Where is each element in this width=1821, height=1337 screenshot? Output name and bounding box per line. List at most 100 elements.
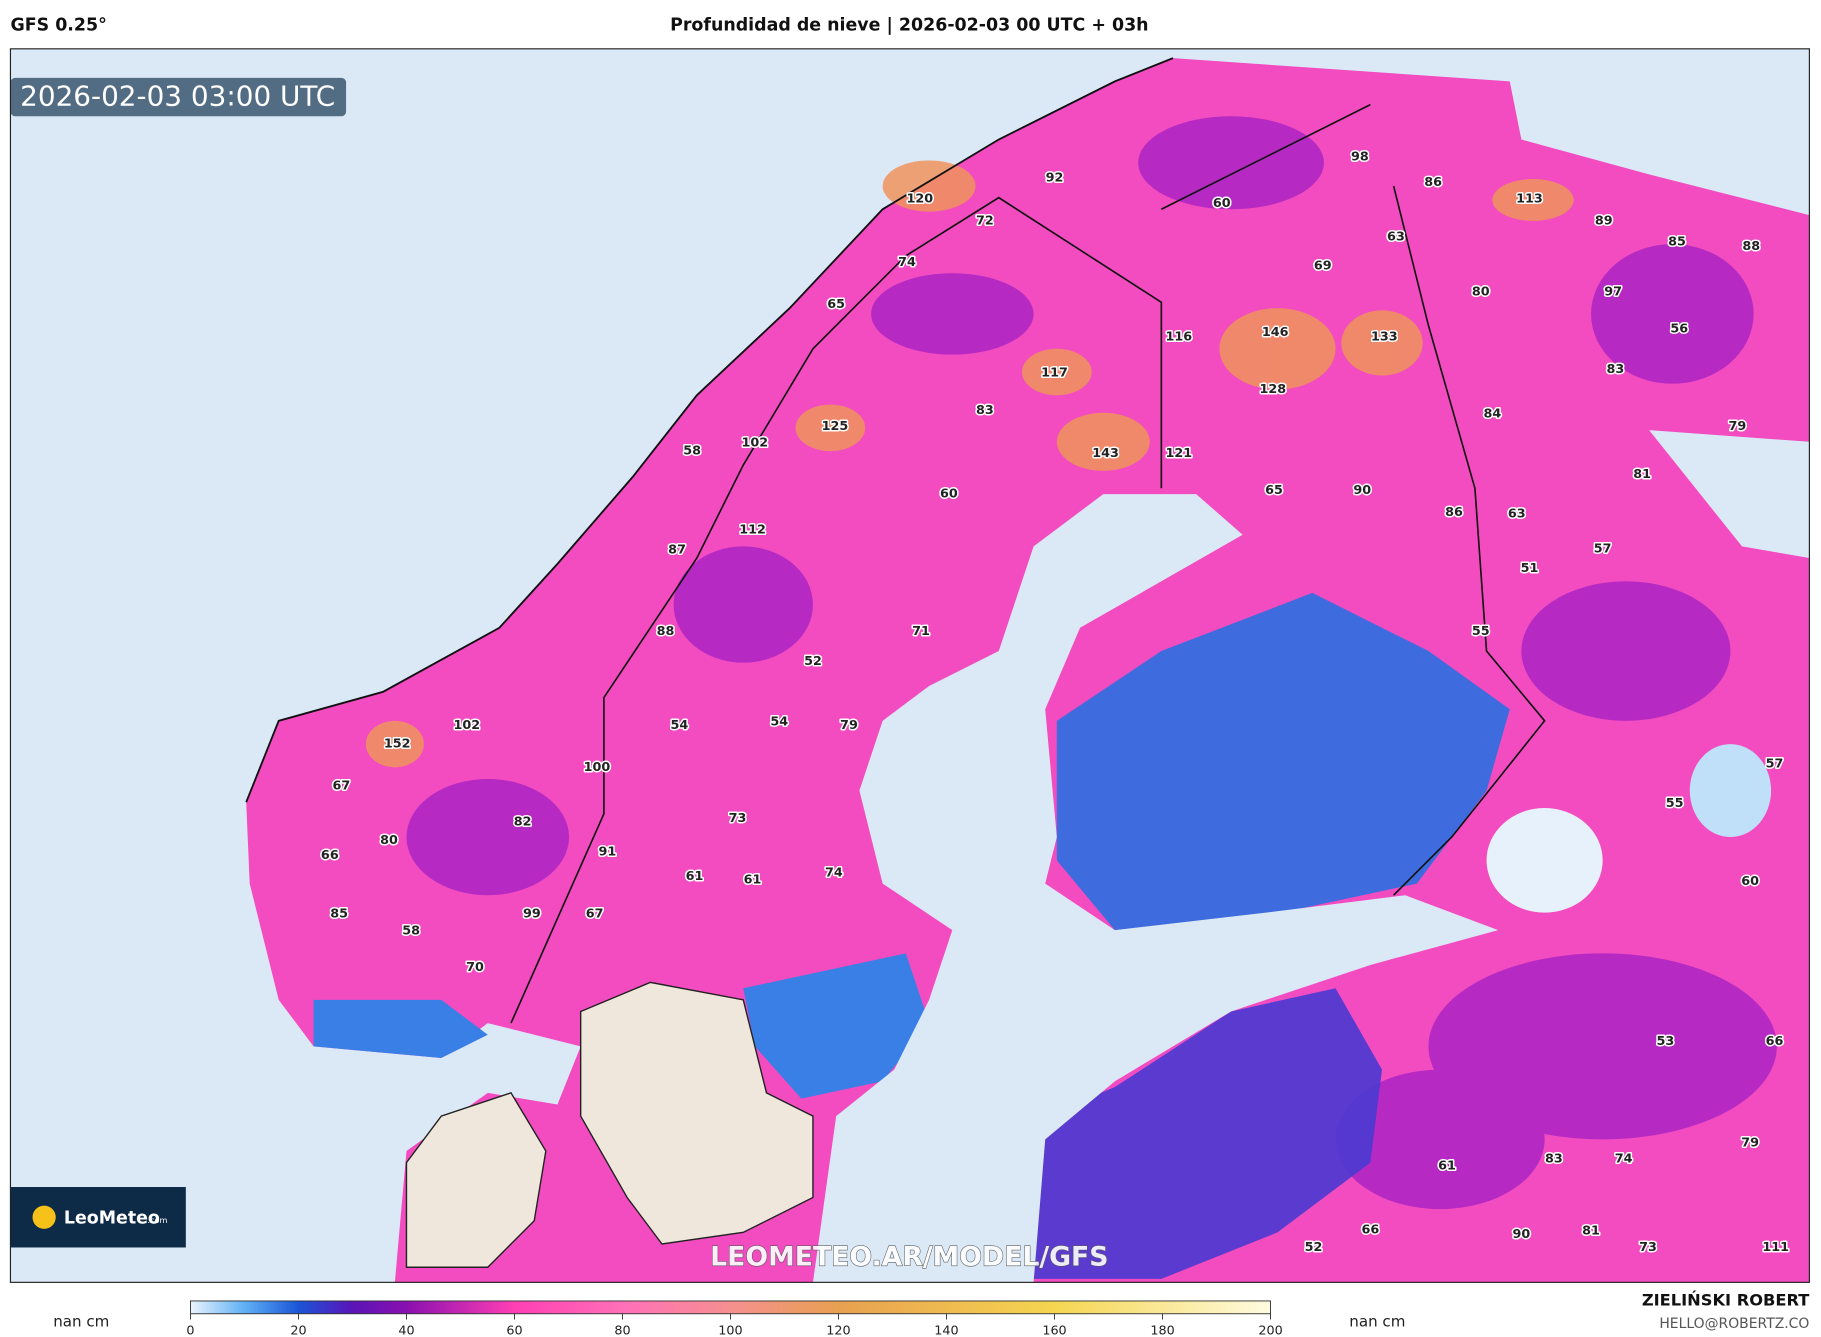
- snow-depth-label: 65: [1265, 483, 1283, 498]
- snow-depth-label: 86: [1445, 505, 1463, 520]
- south-sweden: [579, 981, 814, 1245]
- heavy-snow-areas: [365, 160, 1574, 768]
- snow-depth-label: 73: [729, 811, 747, 826]
- snow-depth-label: 57: [1594, 541, 1612, 556]
- snow-depth-label: 85: [1668, 234, 1686, 249]
- logo-sun: [32, 1205, 56, 1229]
- snow-depth-label: 74: [898, 255, 916, 270]
- snow-depth-label: 81: [1633, 467, 1651, 482]
- baltic-sea: [812, 494, 1499, 1283]
- snow-depth-label: 69: [1314, 259, 1332, 274]
- coastal-low-snow: [313, 953, 930, 1099]
- snow-depth-label: 83: [1607, 362, 1625, 377]
- watermark: LEOMETEO.AR/MODEL/GFS: [710, 1241, 1108, 1272]
- snow-depth-label: 58: [683, 444, 701, 459]
- colorbar-tick-label: 40: [398, 1324, 414, 1337]
- colorbar-tick-label: 60: [506, 1324, 522, 1337]
- snow-depth-label: 74: [1615, 1152, 1633, 1167]
- colorbar-tick-label: 140: [934, 1324, 958, 1337]
- snow-depth-label: 102: [454, 718, 481, 733]
- snow-depth-label: 51: [1521, 561, 1539, 576]
- coastline: [245, 57, 1174, 803]
- timestamp: 2026-02-03 03:00 UTC: [20, 80, 335, 113]
- snow-depth-label: 70: [466, 960, 484, 975]
- snow-depth-label: 72: [976, 213, 994, 228]
- snow-depth-label: 92: [1046, 170, 1064, 185]
- snow-depth-label: 91: [599, 845, 617, 860]
- snow-depth-label: 116: [1165, 330, 1192, 345]
- snow-depth-label: 67: [586, 906, 604, 921]
- colorbar-tick-label: 20: [290, 1324, 306, 1337]
- snow-depth-label: 98: [1351, 149, 1369, 164]
- colorbar-tick-label: 180: [1150, 1324, 1174, 1337]
- snow-depth-label: 65: [827, 297, 845, 312]
- snow-depth-label: 125: [822, 419, 849, 434]
- snow-depth-label: 80: [1472, 284, 1490, 299]
- snow-depth-label: 67: [333, 778, 351, 793]
- denmark: [405, 1092, 547, 1268]
- snow-depth-label: 60: [940, 487, 958, 502]
- colorbar: [189, 1300, 1271, 1315]
- snow-depth-label: 120: [906, 191, 933, 206]
- snow-depth-label: 57: [1766, 756, 1784, 771]
- snow-depth-label: 100: [584, 760, 611, 775]
- snow-depth-label: 90: [1353, 483, 1371, 498]
- snow-depth-label: 99: [523, 906, 541, 921]
- snow-depth-label: 58: [402, 924, 420, 939]
- logo-suffix: .com: [147, 1215, 167, 1225]
- snow-depth-label: 113: [1516, 191, 1543, 206]
- snow-depth-label: 54: [671, 718, 689, 733]
- borders: [510, 103, 1546, 1024]
- snow-depth-label: 82: [514, 814, 532, 829]
- snow-depth-label: 54: [770, 714, 788, 729]
- snow-depth-label: 121: [1165, 446, 1192, 461]
- lake-ladoga: [1486, 808, 1603, 913]
- snow-depth-label: 152: [384, 737, 411, 752]
- lake-onega: [1689, 744, 1772, 838]
- colorbar-tick-label: 200: [1258, 1324, 1282, 1337]
- snow-depth-label: 60: [1213, 196, 1231, 211]
- deep-snow-areas: [406, 116, 1777, 1210]
- snow-depth-label: 66: [321, 848, 339, 863]
- snow-depth-label: 80: [380, 833, 398, 848]
- snow-depth-label: 117: [1041, 366, 1068, 381]
- colorbar-left-label: nan cm: [53, 1312, 109, 1330]
- email: HELLO@ROBERTZ.CO: [1659, 1316, 1809, 1332]
- colorbar-tick-label: 160: [1042, 1324, 1066, 1337]
- snow-depth-label: 88: [1742, 239, 1760, 254]
- author: ZIELIŃSKI ROBERT: [1642, 1290, 1810, 1309]
- snow-depth-label: 85: [330, 906, 348, 921]
- model-name: GFS 0.25°: [10, 16, 106, 36]
- snow-depth-labels: 98 86 92 60 120 72 113 89 85 88 63 69 74 80 97 65 116 146…: [319, 148, 1790, 1257]
- snow-depth-label: 61: [686, 869, 704, 884]
- snow-depth-label: 83: [1545, 1152, 1563, 1167]
- snow-depth-label: 56: [1670, 322, 1688, 337]
- snow-depth-label: 87: [668, 542, 686, 557]
- snow-depth-label: 55: [1666, 796, 1684, 811]
- snow-depth-label: 71: [912, 624, 930, 639]
- snow-depth-label: 52: [1305, 1240, 1323, 1255]
- map-title: Profundidad de nieve | 2026-02-03 00 UTC…: [670, 16, 1148, 36]
- baltic-low-snow: [1033, 988, 1383, 1279]
- snow-depth-label: 53: [1657, 1034, 1675, 1049]
- snow-depth-label: 52: [804, 654, 822, 669]
- snow-depth-label: 111: [1762, 1240, 1789, 1255]
- snow-depth-label: 74: [825, 866, 843, 881]
- snow-depth-label: 66: [1766, 1034, 1784, 1049]
- finland-low-snow: [1056, 592, 1510, 931]
- snow-depth-label: 66: [1362, 1223, 1380, 1238]
- snow-depth-label: 146: [1262, 325, 1289, 340]
- snow-depth-label: 102: [742, 435, 769, 450]
- colorbar-right-label: nan cm: [1349, 1312, 1405, 1330]
- snow-depth-label: 90: [1512, 1227, 1530, 1242]
- snow-depth-label: 73: [1639, 1240, 1657, 1255]
- colorbar-tick-label: 0: [186, 1324, 194, 1337]
- snow-depth-label: 63: [1508, 506, 1526, 521]
- map-frame: [9, 48, 1810, 1283]
- snow-depth-label: 133: [1371, 330, 1398, 345]
- snow-depth-label: 79: [1741, 1135, 1759, 1150]
- snow-depth-label: 89: [1595, 213, 1613, 228]
- colorbar-tick-label: 120: [826, 1324, 850, 1337]
